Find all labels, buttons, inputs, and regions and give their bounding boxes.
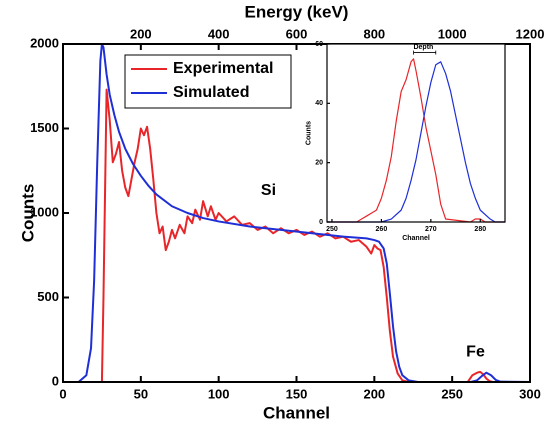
y-tick-label: 2000 [30,35,59,50]
x-tick-label: 50 [134,386,148,401]
x2-tick-label: 1000 [438,26,467,41]
x-tick-label: 150 [286,386,308,401]
y-tick-label: 0 [52,373,59,388]
y-tick-label: 60 [315,41,323,48]
x-tick-label: 300 [519,386,541,401]
x-axis-label: Channel [263,403,330,422]
annotation: Fe [466,344,485,361]
legend-box [124,54,292,109]
y-axis-label: Counts [19,184,38,243]
x2-tick-label: 400 [208,26,230,41]
x-tick-label: 0 [59,386,66,401]
plot-frame [326,43,506,223]
data-line [63,88,530,383]
legend-label: Experimental [173,60,273,77]
x-tick-label: 270 [425,226,437,233]
x-tick-label: 250 [326,226,338,233]
x2-tick-label: 800 [363,26,385,41]
annotation: Si [261,182,276,199]
y-axis-label: Counts [306,121,313,145]
x2-tick-label: 200 [130,26,152,41]
y-tick-label: 0 [319,219,323,226]
x-tick-label: 250 [441,386,463,401]
x2-axis-label: Energy (keV) [245,2,349,21]
x-tick-label: 100 [208,386,230,401]
y-tick-label: 1000 [30,204,59,219]
x-tick-label: 280 [474,226,486,233]
y-tick-label: 1500 [30,120,59,135]
x-axis-label: Channel [402,235,430,242]
x-tick-label: 260 [376,226,388,233]
x2-tick-label: 600 [286,26,308,41]
y-tick-label: 40 [315,100,323,107]
data-line [327,61,505,223]
x2-tick-label: 1200 [516,26,545,41]
annotation: Depth [413,44,433,51]
y-tick-label: 20 [315,160,323,167]
legend-label: Simulated [173,84,249,101]
x-tick-label: 200 [363,386,385,401]
y-tick-label: 500 [37,289,59,304]
